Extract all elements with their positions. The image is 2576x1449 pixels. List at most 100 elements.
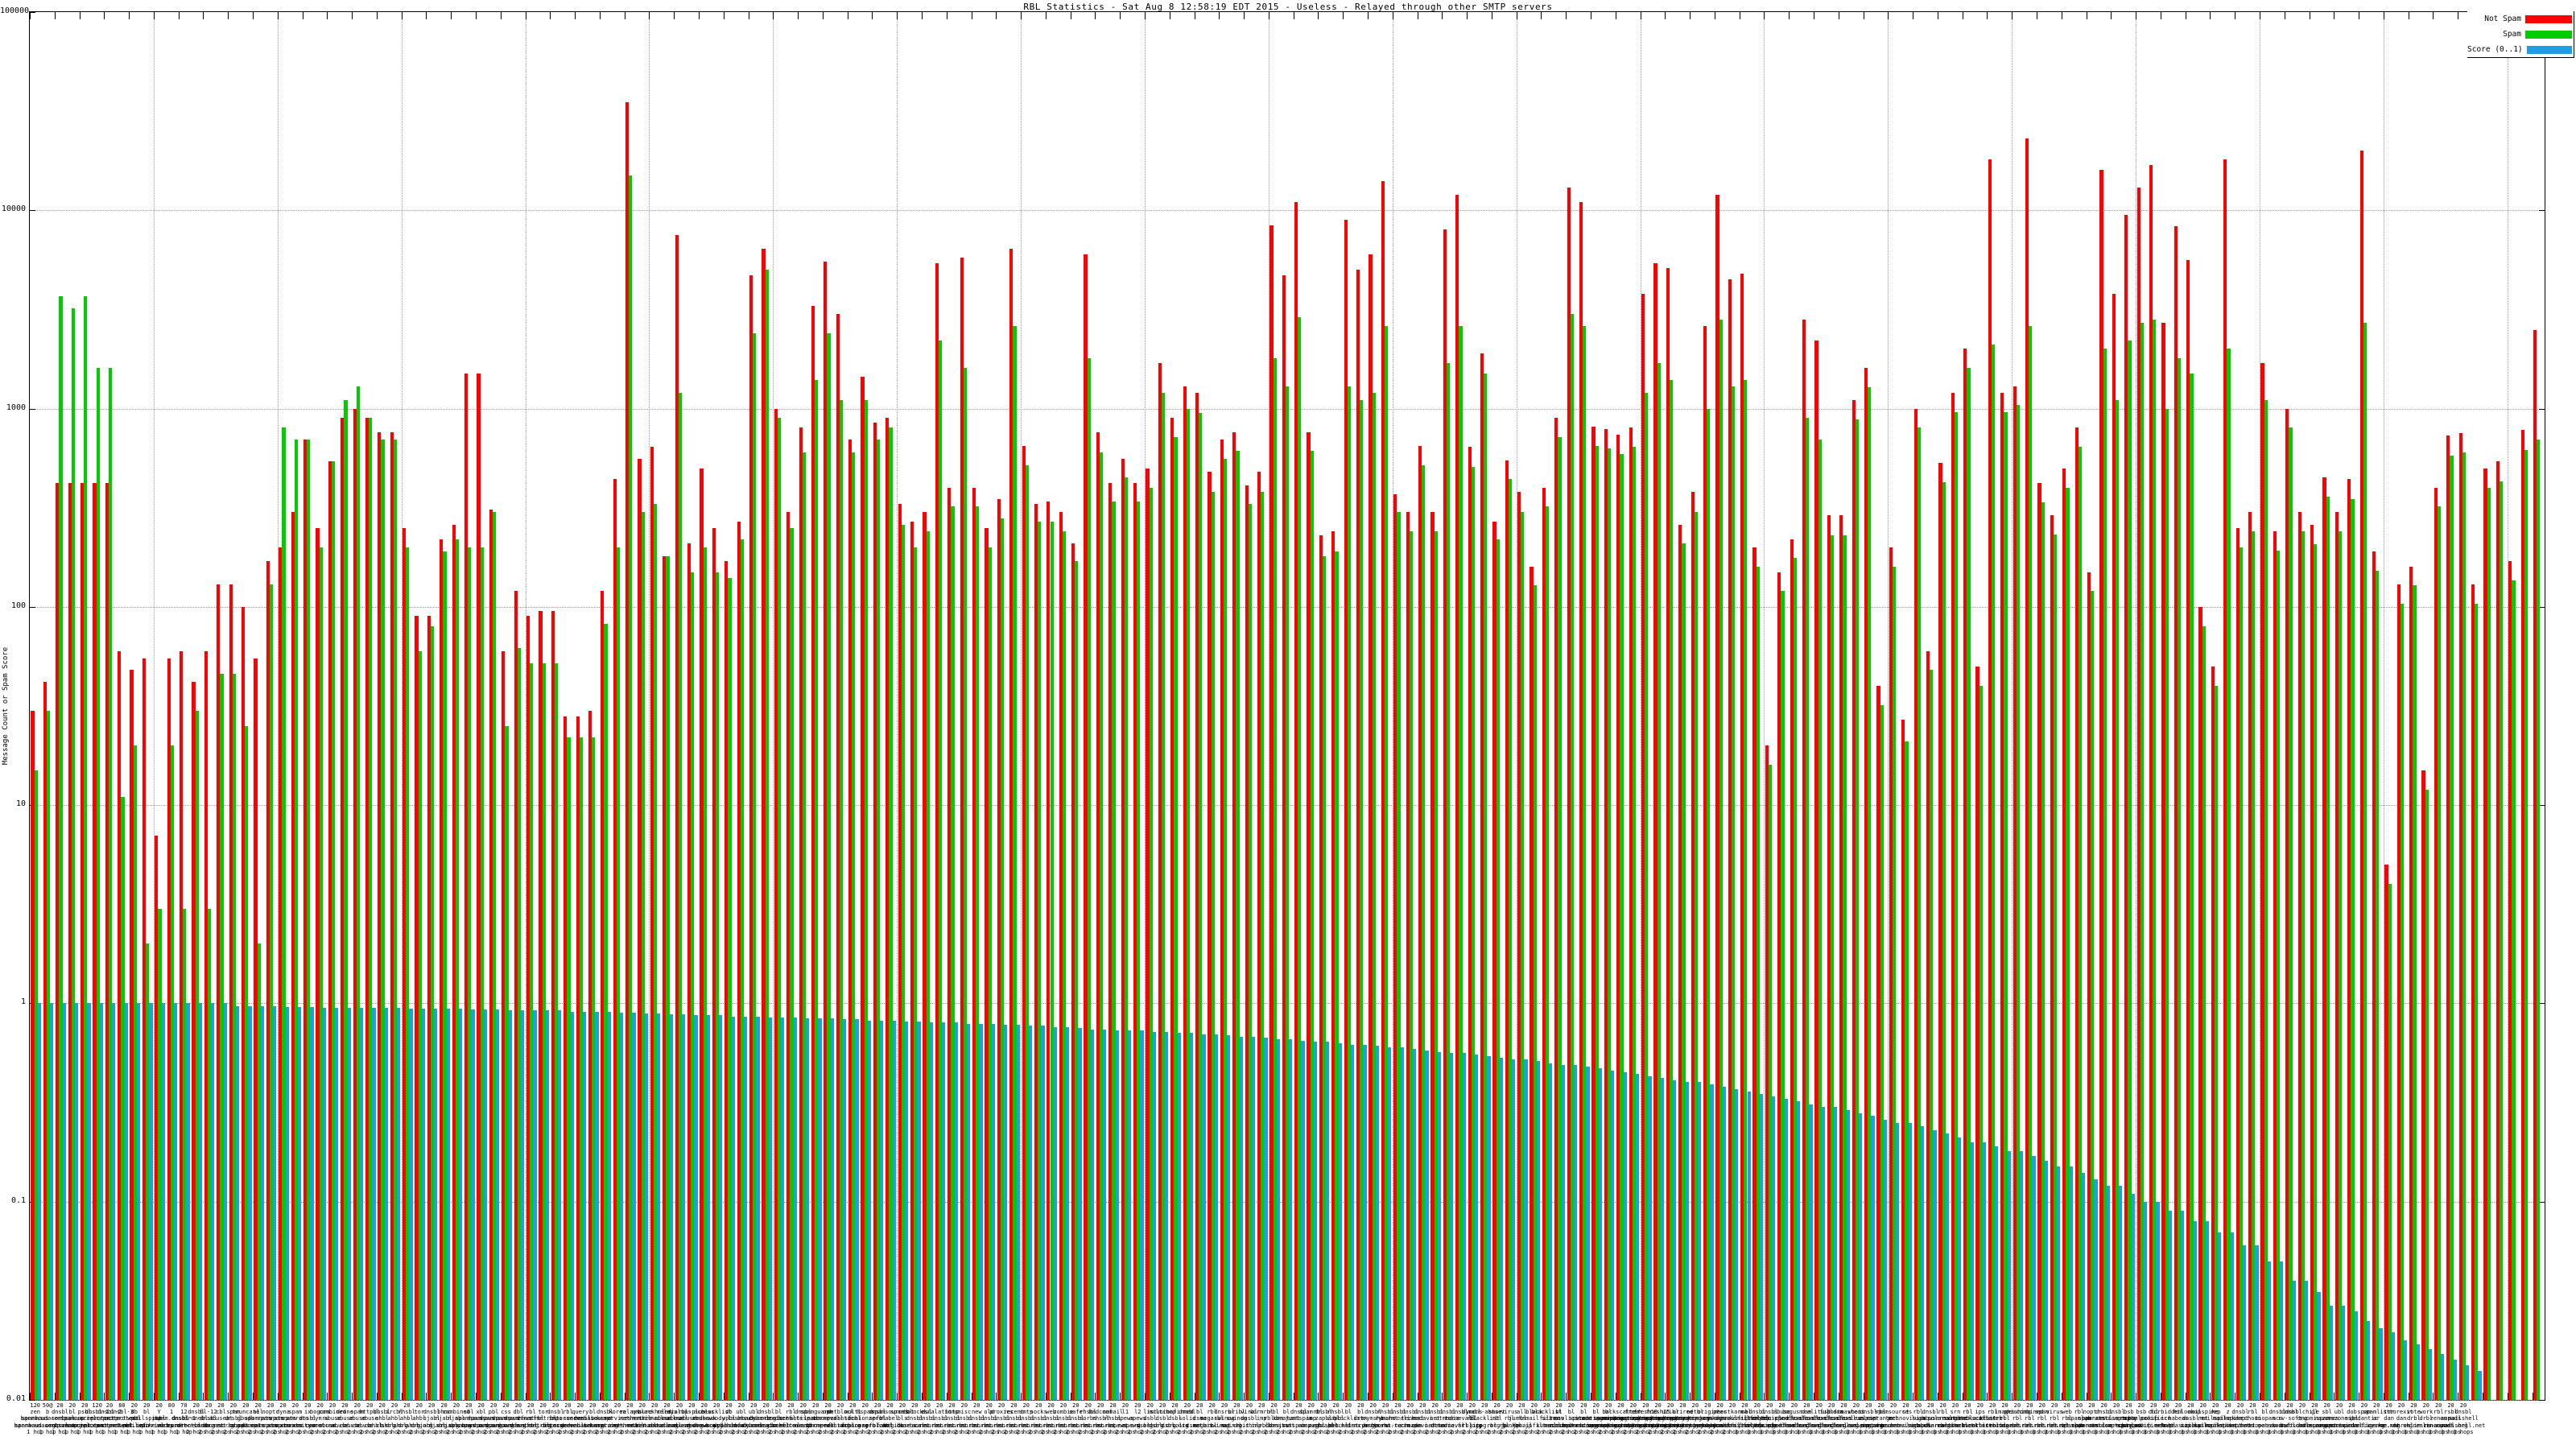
x-label-line: images xyxy=(1994,1409,2016,1416)
bar xyxy=(307,439,311,1400)
x-label-line: dnsbl xyxy=(1067,1415,1084,1422)
x-axis-tick-label: 20 rbl spamlab spamlab.com 3 hops xyxy=(2046,1402,2112,1435)
x-label-line: 3 hops xyxy=(1920,1428,1941,1435)
x-axis-tick-label: 20 db wpbl wpbl.info 1 hop xyxy=(101,1402,167,1435)
bar xyxy=(2025,138,2029,1400)
x-label-line: uceprotect xyxy=(105,1415,139,1422)
x-label-line: zen xyxy=(30,1409,41,1416)
x-label-line: uribl xyxy=(1662,1409,1679,1416)
x-label-line: abuse xyxy=(349,1415,366,1422)
x-label-line: rbl xyxy=(525,1409,536,1416)
x-label-line: 2 hops xyxy=(272,1428,294,1435)
x-label-line: dnsbl xyxy=(374,1409,391,1416)
x-axis-tick-label: 20 rbl megarbl megarbl.net 2 hops xyxy=(1179,1402,1245,1435)
bar xyxy=(1108,483,1113,1400)
x-tick xyxy=(129,1393,130,1400)
bar xyxy=(359,1007,364,1400)
x-label-line: 2 hops xyxy=(656,1428,678,1435)
x-label-line: dnsbl xyxy=(1860,1409,1877,1416)
bar xyxy=(1632,447,1636,1400)
x-label-line: 20 xyxy=(564,1402,572,1409)
x-label-line: 2 hops xyxy=(260,1428,281,1435)
bar xyxy=(2338,531,2343,1400)
x-label-line: sibl xyxy=(2345,1415,2359,1422)
bar xyxy=(180,650,184,1400)
x-label-line: spamlookup.net xyxy=(2117,1422,2165,1429)
bar xyxy=(517,648,521,1400)
x-label-line: 20 xyxy=(2162,1402,2169,1409)
bar xyxy=(558,1010,562,1400)
bar xyxy=(1616,434,1620,1400)
bar xyxy=(452,524,456,1400)
bar xyxy=(1517,492,1521,1400)
bar xyxy=(923,512,927,1400)
x-label-line: dsbl xyxy=(1168,1415,1182,1422)
x-label-line: 20 xyxy=(427,1402,436,1409)
bar xyxy=(341,417,345,1400)
bar xyxy=(1595,445,1599,1400)
x-label-line: services.net xyxy=(597,1422,638,1429)
x-label-line: rfc-clueless xyxy=(1773,1415,1815,1422)
x-label-line: 2 hops xyxy=(1152,1428,1173,1435)
x-axis-tick-label: 20 lookup dnsbl iip.lu 3 hops xyxy=(2157,1402,2224,1435)
x-label-line: pacifier.net xyxy=(2132,1422,2174,1429)
x-label-line: 20 xyxy=(2038,1402,2046,1409)
bar xyxy=(1487,1056,1491,1400)
bar xyxy=(1165,1031,1169,1400)
bar xyxy=(2205,1220,2210,1400)
bar xyxy=(2215,685,2219,1400)
bar xyxy=(1313,1042,1318,1400)
bar xyxy=(867,1020,872,1400)
x-label-line: vote xyxy=(2406,1409,2421,1416)
x-label-line: virus xyxy=(2046,1409,2063,1416)
bar xyxy=(1988,159,1992,1400)
x-axis-tick-label: 20 srn surgate surgate.net 3 hops xyxy=(1922,1402,1988,1435)
x-axis-tick-label: 20 l1 apews apews.org 2 hops xyxy=(1092,1402,1158,1435)
x-tick xyxy=(1219,12,1220,19)
bar xyxy=(2533,329,2537,1400)
x-label-line: srn xyxy=(1950,1409,1961,1416)
x-label-line: 20 xyxy=(688,1402,696,1409)
bar xyxy=(836,314,840,1400)
x-label-line: 2 hops xyxy=(1189,1428,1210,1435)
bar xyxy=(1827,514,1831,1400)
bar xyxy=(74,1003,79,1400)
x-label-line: 20 xyxy=(2397,1402,2405,1409)
x-label-line: 20 xyxy=(1604,1402,1612,1409)
x-tick xyxy=(352,1393,353,1400)
bar xyxy=(2359,151,2363,1400)
x-label-line: dnsbl xyxy=(956,1415,973,1422)
y-tick xyxy=(2539,1201,2545,1203)
bar xyxy=(1115,1030,1119,1400)
x-label-line: kempt.net xyxy=(2224,1422,2256,1429)
x-label-line: new xyxy=(971,1409,982,1416)
x-label-line: 20 xyxy=(1542,1402,1550,1409)
x-label-line: spameatingmonkey xyxy=(1643,1415,1698,1422)
x-label-line: rfc-clueless.org xyxy=(1804,1422,1859,1429)
x-tick xyxy=(1467,1393,1468,1400)
bar xyxy=(1078,1028,1082,1400)
x-label-line: dnsbl xyxy=(1018,1415,1035,1422)
x-label-line: 20 xyxy=(390,1402,398,1409)
x-label-line: rfc-clueless.org xyxy=(1754,1422,1810,1429)
x-label-line: 2 hops xyxy=(409,1428,430,1435)
x-label-line: justspam.org xyxy=(1278,1422,1319,1429)
x-label-line: spamcop.net xyxy=(53,1422,92,1429)
x-label-line: 20 xyxy=(2298,1402,2306,1409)
x-label-line: 1 hop xyxy=(126,1428,143,1435)
x-label-line: bl xyxy=(142,1409,151,1416)
x-label-line: me.uk xyxy=(2380,1422,2398,1429)
x-axis-tick-label: 20 unsure nether nether.net 2 hops xyxy=(609,1402,675,1435)
x-label-line: zapbl xyxy=(1315,1415,1332,1422)
bar xyxy=(2248,512,2252,1400)
x-label-line: rbl xyxy=(1517,1415,1527,1422)
bar xyxy=(1868,387,1872,1400)
x-label-line: 2 hops xyxy=(285,1428,306,1435)
x-label-line: dnsbl xyxy=(2231,1409,2249,1416)
x-label-line: net xyxy=(1430,1415,1440,1422)
x-label-line: spamrats xyxy=(269,1415,297,1422)
x-label-line: 20 xyxy=(1629,1402,1637,1409)
x-label-line: 20 xyxy=(1654,1402,1662,1409)
x-label-line: 2 hops xyxy=(520,1428,541,1435)
bar xyxy=(136,1003,141,1400)
